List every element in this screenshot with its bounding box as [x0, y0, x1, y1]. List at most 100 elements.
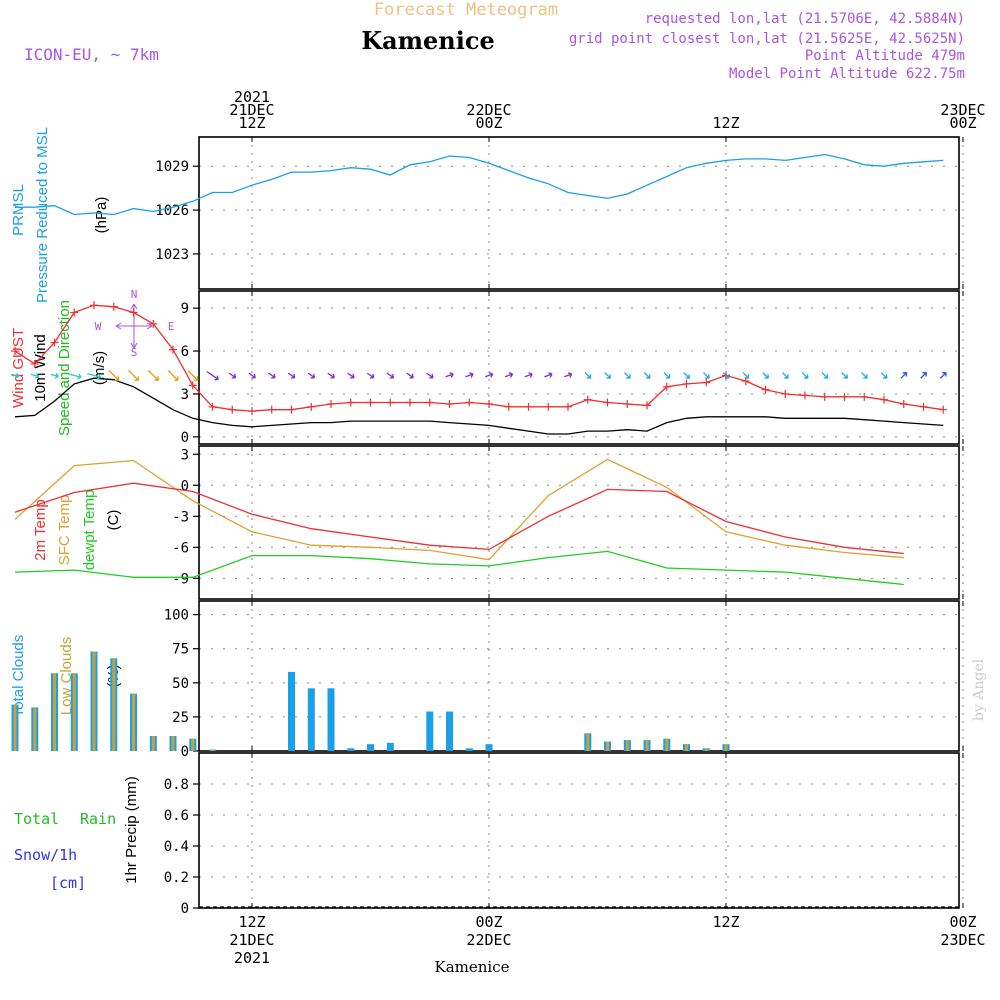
wind-direction-arrow: [87, 372, 102, 380]
gust-marker: [603, 398, 612, 407]
gust-marker: [248, 407, 256, 416]
requested-coords: requested lon,lat (21.5706E, 42.5884N): [645, 11, 965, 27]
wind-arrow-glyph: [206, 370, 219, 381]
cloud-label-low: Low Clouds: [58, 637, 75, 715]
wind-direction-arrow: [485, 372, 494, 378]
panel-frame: [198, 290, 960, 445]
wind-arrow-glyph: [406, 372, 414, 379]
gust-marker: [445, 399, 454, 408]
gust-marker: [939, 405, 948, 414]
gust-marker: [564, 402, 572, 411]
wind-direction-arrow: [426, 372, 434, 379]
wind-direction-arrow: [228, 372, 237, 379]
compass-rose: N S W E: [95, 288, 175, 359]
wind-direction-arrow: [821, 372, 829, 379]
temp-labels: 2m Temp SFC Temp dewpt Temp (C): [32, 490, 122, 571]
gust-marker: [208, 402, 217, 411]
wind-direction-arrow: [108, 369, 120, 381]
y-tick-label: 0: [181, 478, 189, 494]
gust-marker: [366, 398, 375, 407]
pressure-label-prmsl: PRMSL: [10, 184, 27, 236]
panel-frame: [198, 752, 960, 909]
gust-marker: [662, 382, 671, 391]
pressure-line: [15, 153, 944, 216]
gust-marker: [485, 399, 493, 408]
time-label-top: 22DEC: [466, 101, 511, 119]
gust-marker: [406, 398, 414, 407]
location-title: Kamenice: [361, 26, 495, 55]
temp-2m-line: [14, 482, 904, 555]
gust-marker: [307, 402, 316, 411]
wind-direction-arrow: [643, 372, 651, 379]
low-cloud-bar: [586, 733, 590, 751]
wind-direction-arrow: [366, 372, 375, 379]
y-tick-label: 100: [164, 608, 189, 624]
wind-label-speed-dir: Speed and Direction: [56, 300, 73, 436]
wind-label-10m: 10m Wind: [32, 334, 49, 402]
wind-arrow-glyph: [663, 372, 671, 379]
wind-direction-arrow: [900, 371, 908, 379]
wind-direction-arrow: [327, 372, 335, 379]
wind-arrow-glyph: [67, 372, 82, 380]
wind-arrow-glyph: [347, 372, 355, 379]
time-label-top: 21DEC: [229, 101, 274, 119]
wind-direction-arrow: [504, 372, 514, 378]
wind-arrow-glyph: [524, 372, 533, 378]
y-tick-label: -6: [172, 540, 189, 556]
wind-arrow-glyph: [703, 372, 710, 379]
temp-label-sfc: SFC Temp: [56, 495, 73, 566]
wind-arrow-glyph: [268, 372, 276, 379]
wind-direction-arrow: [920, 371, 927, 379]
total-cloud-bar: [347, 748, 355, 751]
time-label-top: 00Z: [949, 114, 976, 132]
time-label-bottom: 00Z: [475, 913, 502, 931]
total-cloud-bar: [386, 742, 394, 751]
time-label-bottom: 21DEC: [229, 931, 274, 949]
low-cloud-bar: [92, 651, 96, 751]
low-cloud-bar: [704, 748, 708, 751]
wind-direction-arrow: [604, 372, 611, 379]
wind-direction-arrow: [147, 369, 159, 381]
total-cloud-bar: [307, 688, 315, 751]
wind-arrow-glyph: [386, 372, 395, 379]
gust-marker: [11, 347, 19, 356]
wind-arrow-glyph: [841, 372, 848, 379]
gust-marker: [801, 391, 809, 400]
pressure-panel: 1023 1026 1029: [15, 136, 964, 290]
y-tick-label: 0: [181, 744, 189, 760]
gust-marker: [228, 405, 237, 414]
gust-marker: [425, 398, 434, 407]
wind-panel: 0 3 6 9: [10, 290, 964, 446]
y-tick-label: 0.4: [164, 839, 189, 855]
compass-east: E: [168, 320, 175, 333]
wind-arrow-glyph: [228, 372, 237, 379]
gust-marker: [30, 359, 39, 368]
compass-arrows-icon: [115, 303, 153, 349]
gust-marker: [504, 402, 513, 411]
gust-marker: [702, 378, 711, 387]
temp-label-dewpt: dewpt Temp: [81, 490, 98, 571]
precip-unit: 1hr Precip (mm): [123, 776, 140, 884]
wind-arrow-glyph: [782, 372, 789, 379]
model-altitude: Model Point Altitude 622.75m: [729, 66, 965, 82]
wind-arrow-glyph: [30, 372, 40, 379]
wind-arrow-glyph: [742, 372, 750, 379]
wind-direction-arrow: [30, 372, 40, 379]
precip-label-total: Total: [14, 810, 59, 828]
wind-arrow-glyph: [485, 372, 494, 378]
credit-watermark: by Angel: [971, 658, 987, 721]
y-tick-label: 1029: [155, 159, 189, 175]
wind-arrow-glyph: [604, 372, 611, 379]
total-cloud-bar: [465, 748, 473, 751]
gust-marker: [919, 402, 928, 411]
y-tick-label: 6: [181, 344, 189, 360]
wind-direction-arrow: [248, 372, 256, 379]
model-label: ICON-EU, ~ 7km: [24, 45, 159, 64]
time-label-top: 23DEC: [940, 101, 985, 119]
gust-marker: [899, 399, 908, 408]
temp-label-2m: 2m Temp: [32, 499, 49, 560]
y-tick-label: 9: [181, 301, 189, 317]
y-tick-label: 75: [172, 642, 189, 658]
gust-marker: [623, 399, 632, 408]
wind-direction-arrow: [861, 372, 868, 379]
